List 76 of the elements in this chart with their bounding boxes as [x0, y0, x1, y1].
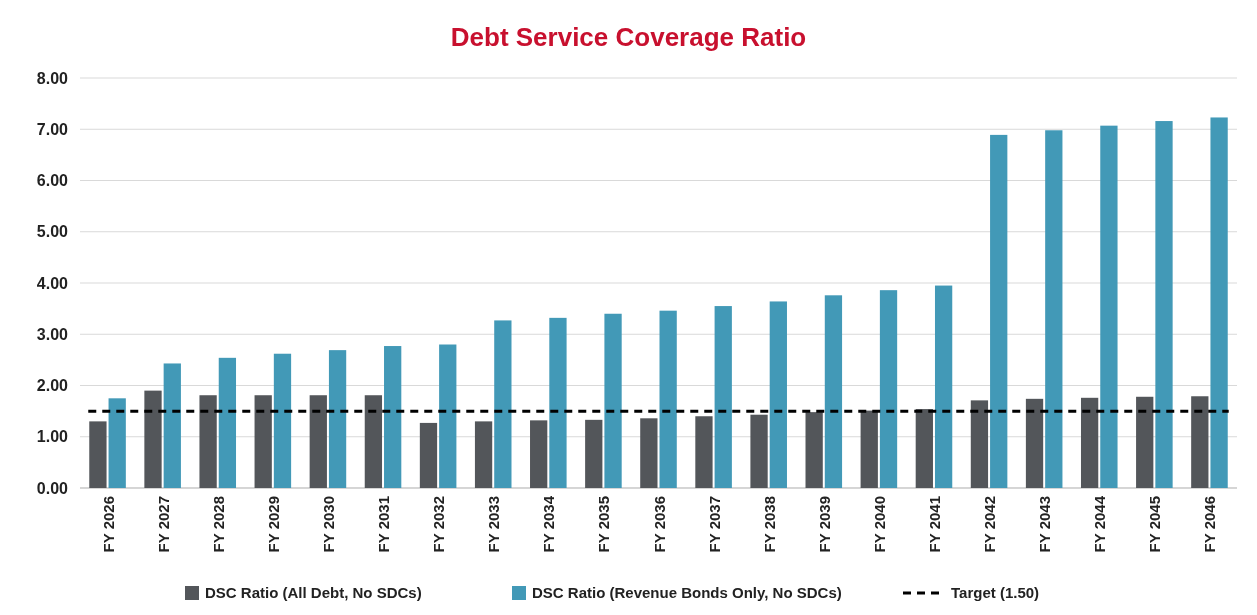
- bar: [199, 395, 217, 488]
- y-tick-label: 3.00: [36, 325, 69, 343]
- bar: [273, 353, 292, 488]
- x-tick-label: FY 2030: [319, 496, 337, 553]
- bar: [549, 317, 567, 488]
- bar: [1191, 396, 1209, 488]
- bar: [860, 410, 878, 488]
- y-tick-label: 2.00: [36, 377, 69, 395]
- y-tick-label: 0.00: [36, 479, 69, 497]
- bar: [364, 395, 383, 488]
- bar: [439, 344, 457, 488]
- x-tick-label: FY 2037: [705, 496, 723, 553]
- x-tick-label: FY 2028: [209, 496, 227, 553]
- bar: [530, 420, 548, 488]
- bar: [163, 363, 181, 488]
- x-tick-label: FY 2034: [540, 495, 558, 553]
- bar: [419, 422, 438, 488]
- bar: [879, 290, 898, 488]
- bar: [970, 400, 989, 488]
- bar: [1025, 398, 1044, 488]
- x-tick-label: FY 2045: [1146, 496, 1164, 553]
- legend-label: DSC Ratio (Revenue Bonds Only, No SDCs): [532, 584, 842, 602]
- bar: [384, 346, 402, 488]
- x-tick-label: FY 2036: [650, 496, 668, 553]
- bar: [659, 310, 677, 488]
- bar: [714, 306, 732, 488]
- bar: [640, 418, 658, 488]
- bar: [695, 416, 713, 488]
- x-tick-label: FY 2042: [981, 496, 999, 553]
- bar: [1100, 125, 1118, 488]
- x-tick-label: FY 2033: [485, 496, 503, 553]
- bar: [474, 421, 493, 488]
- bar: [309, 395, 327, 488]
- bar: [144, 390, 162, 488]
- x-tick-label: FY 2038: [760, 496, 778, 553]
- bar: [218, 357, 237, 488]
- bar: [915, 409, 933, 488]
- x-tick-label: FY 2032: [430, 496, 448, 553]
- x-tick-label: FY 2041: [925, 496, 943, 553]
- bar: [585, 419, 603, 488]
- bar: [769, 301, 787, 488]
- y-tick-label: 1.00: [36, 428, 69, 446]
- bar: [934, 285, 953, 488]
- y-tick-label: 5.00: [36, 223, 69, 241]
- bar: [254, 395, 272, 488]
- x-tick-label: FY 2026: [99, 496, 117, 553]
- x-tick-label: FY 2035: [595, 496, 613, 553]
- bar: [1136, 396, 1154, 488]
- legend-label: DSC Ratio (All Debt, No SDCs): [205, 584, 422, 602]
- bar: [1155, 121, 1173, 488]
- bar: [824, 295, 843, 488]
- bar: [89, 421, 107, 488]
- bar: [328, 350, 347, 488]
- bar: [604, 313, 622, 488]
- bar: [494, 320, 512, 488]
- bar: [805, 412, 823, 488]
- bar: [108, 398, 126, 488]
- legend-label: Target (1.50): [951, 584, 1040, 602]
- x-tick-label: FY 2046: [1201, 496, 1219, 553]
- x-tick-label: FY 2040: [870, 496, 888, 553]
- y-tick-label: 8.00: [36, 69, 69, 87]
- x-tick-label: FY 2027: [154, 496, 172, 553]
- x-tick-label: FY 2043: [1036, 496, 1054, 553]
- bar: [750, 414, 768, 488]
- bar: [990, 134, 1008, 488]
- y-tick-label: 4.00: [36, 274, 69, 292]
- x-tick-label: FY 2039: [815, 496, 833, 553]
- y-tick-label: 7.00: [36, 120, 69, 138]
- x-tick-label: FY 2031: [375, 496, 393, 553]
- y-tick-label: 6.00: [36, 172, 69, 190]
- x-tick-label: FY 2044: [1091, 495, 1109, 553]
- x-tick-label: FY 2029: [264, 496, 282, 553]
- bar: [1045, 130, 1063, 488]
- bar: [1210, 117, 1228, 488]
- chart-title: Debt Service Coverage Ratio: [450, 22, 807, 52]
- bar: [1080, 397, 1099, 488]
